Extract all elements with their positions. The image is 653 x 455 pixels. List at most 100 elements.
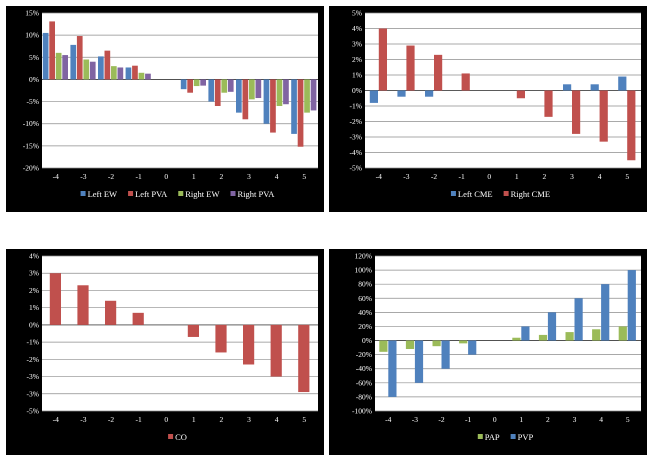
bar-left-ew: [98, 56, 104, 80]
y-tick-label: -20%: [23, 164, 39, 173]
y-tick-label: 5%: [352, 9, 362, 18]
x-tick-label: 2: [220, 415, 224, 424]
y-tick-label: -60%: [356, 378, 372, 387]
legend-label: Right CME: [511, 189, 550, 199]
bar-right-pva: [200, 79, 206, 86]
bar-right-pva: [62, 55, 68, 80]
bar-left-cme: [590, 84, 599, 91]
bar-pvp: [547, 312, 557, 341]
bar-pap: [538, 334, 548, 341]
x-tick-label: 5: [302, 415, 306, 424]
x-tick-label: 5: [625, 172, 629, 181]
y-tick-label: 0%: [29, 75, 39, 84]
x-tick-label: -4: [385, 415, 391, 424]
bar-left-pva: [187, 79, 193, 93]
bar-pap: [432, 340, 441, 347]
legend-label: CO: [175, 432, 187, 442]
y-tick-label: 0%: [29, 320, 39, 329]
bar-left-pva: [132, 65, 138, 80]
y-tick-label: 0%: [362, 336, 372, 345]
y-tick-label: -20%: [356, 350, 372, 359]
y-tick-label: 120%: [355, 252, 373, 261]
bar-co: [49, 273, 61, 325]
x-tick-label: -3: [80, 172, 86, 181]
y-tick-label: -5%: [27, 97, 40, 106]
bar-co: [187, 324, 199, 337]
legend-swatch: [178, 191, 184, 196]
x-tick-label: 3: [573, 415, 577, 424]
bar-right-ew: [111, 66, 117, 80]
bar-pap: [512, 337, 521, 341]
x-tick-label: -1: [135, 415, 141, 424]
legend-label: PAP: [485, 432, 500, 442]
bar-left-pva: [76, 36, 83, 80]
bar-right-cme: [516, 90, 525, 99]
bar-pvp: [414, 340, 424, 383]
bar-pap: [565, 332, 574, 341]
x-tick-label: 5: [302, 172, 306, 181]
legend-swatch: [128, 191, 134, 196]
x-tick-label: -3: [412, 415, 418, 424]
bar-right-pva: [117, 67, 124, 80]
legend: Left CME Right CME: [450, 189, 550, 199]
bar-pvp: [574, 298, 583, 341]
y-tick-label: -3%: [27, 389, 40, 398]
y-tick-label: -1%: [27, 338, 40, 347]
bar-right-pva: [145, 73, 151, 80]
chart-panel-pap-pvp: 120% 100% 80% 60% 40% 20% 0% -20% -40% -60% -80% -1…: [329, 249, 647, 455]
chart-panel-ew-pva: 15% 10% 5% 0% -5% -10% -15% -20% -4 -3 -2 -1 0 1 2 3 4 5 L…: [6, 6, 324, 212]
legend: Left EW Left PVA Right EW Right PVA: [80, 189, 276, 199]
chart-panel-cme: 5% 4% 3% 2% 1% 0% -1% -2% -3% -4% -5% -4 -3 -2 -1 0 1 2 3 4…: [329, 6, 647, 212]
legend-swatch: [450, 191, 456, 196]
x-tick-label: 1: [519, 415, 523, 424]
y-tick-label: -5%: [27, 407, 40, 416]
y-tick-label: -2%: [350, 117, 363, 126]
bar-left-ew: [125, 67, 132, 80]
bar-right-pva: [255, 79, 262, 99]
legend-label: Right EW: [185, 189, 219, 199]
bar-pvp: [468, 340, 477, 355]
bar-right-pva: [310, 79, 317, 111]
bar-pvp: [601, 284, 610, 341]
bar-left-ew: [263, 79, 270, 124]
x-tick-label: -2: [108, 172, 114, 181]
bar-right-ew: [304, 79, 310, 113]
bar-left-pva: [242, 79, 249, 120]
y-tick-label: 40%: [358, 308, 372, 317]
x-tick-label: 4: [275, 415, 279, 424]
bar-right-cme: [544, 90, 553, 117]
legend-label: Left CME: [458, 189, 493, 199]
bar-right-ew: [55, 52, 62, 80]
y-tick-label: -10%: [23, 119, 39, 128]
x-tick-label: 3: [247, 172, 251, 181]
bar-right-ew: [193, 79, 200, 87]
bar-left-pva: [297, 79, 304, 147]
bar-left-pva: [104, 50, 111, 80]
bar-left-pva: [49, 21, 55, 80]
bar-left-cme: [369, 90, 378, 103]
x-tick-label: -4: [53, 172, 59, 181]
x-tick-label: 4: [598, 172, 602, 181]
x-tick-label: 4: [275, 172, 279, 181]
y-tick-label: -1%: [350, 102, 363, 111]
bar-right-cme: [627, 90, 636, 161]
y-tick-label: -3%: [350, 133, 363, 142]
y-tick-label: 4%: [29, 252, 39, 261]
legend-swatch: [477, 434, 483, 439]
y-tick-label: -40%: [356, 364, 372, 373]
x-tick-label: -1: [458, 172, 464, 181]
y-tick-label: 60%: [358, 294, 372, 303]
bar-left-ew: [42, 32, 49, 80]
y-tick-label: -3%: [27, 372, 40, 381]
x-tick-label: 3: [247, 415, 251, 424]
bar-right-cme: [461, 73, 470, 91]
y-tick-label: 4%: [352, 24, 362, 33]
chart-panel-co: 4% 3% 2% 1% 0% -1% -2% -3% -3% -5% -4 -3 -2 -1 0 1 2 3 4 5 C…: [6, 249, 324, 455]
bar-left-pva: [214, 79, 221, 106]
chart-ew-pva: 15% 10% 5% 0% -5% -10% -15% -20% -4 -3 -2 -1 0 1 2 3 4 5 L…: [23, 9, 318, 199]
bar-left-cme: [618, 76, 627, 91]
x-tick-label: 0: [164, 415, 168, 424]
bar-left-ew: [236, 79, 242, 113]
bar-pvp: [388, 340, 397, 397]
legend-label: Right PVA: [238, 189, 276, 199]
